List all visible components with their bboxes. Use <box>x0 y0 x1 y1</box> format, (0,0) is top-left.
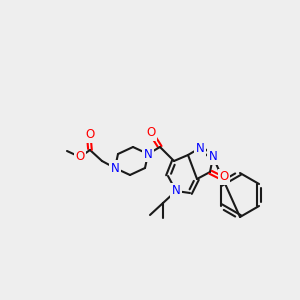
Text: O: O <box>85 128 94 142</box>
Text: O: O <box>75 151 85 164</box>
Text: N: N <box>208 151 217 164</box>
Text: N: N <box>111 161 119 175</box>
Text: N: N <box>172 184 180 197</box>
Text: O: O <box>146 127 156 140</box>
Text: N: N <box>196 142 204 154</box>
Text: N: N <box>144 148 152 160</box>
Text: O: O <box>219 170 229 184</box>
